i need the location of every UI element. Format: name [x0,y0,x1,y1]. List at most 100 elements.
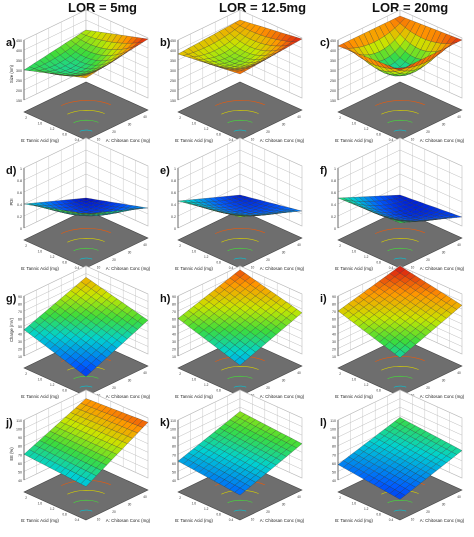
b-tick-label: 1.6 [38,377,43,381]
z-tick-label: 0.8 [331,179,336,183]
z-tick-label: 100 [16,428,22,432]
b-tick-label: 1.6 [38,501,43,505]
floor-contour [387,119,413,124]
z-tick-label: 0 [174,227,176,231]
z-tick-label: 350 [170,59,176,63]
a-axis-title: A: Chitosan Conc (mg) [106,394,151,399]
floor-contour [375,228,425,234]
z-tick-label: 50 [172,325,176,329]
b-tick-label: 0.4 [389,266,394,270]
floor-contour [387,375,413,380]
b-tick-label: 2 [179,496,181,500]
a-axis-title: A: Chitosan Conc (mg) [420,138,465,143]
b-tick-label: 0.4 [229,138,234,142]
a-tick-label: 20 [266,258,270,262]
b-tick-label: 0.8 [376,513,381,517]
z-tick-label: 40 [172,333,176,337]
z-tick-label: 60 [332,462,336,466]
floor-contour [233,129,247,132]
z-tick-label: 250 [16,79,22,83]
floor-contour [73,119,99,124]
b-tick-label: 2 [179,372,181,376]
surface-cell [234,356,246,366]
a-tick-label: 30 [282,378,286,382]
a-tick-label: 30 [128,122,132,126]
a-tick-label: 40 [457,495,461,499]
z-axis-title: Charge (mV) [9,317,14,342]
b-tick-label: 2 [339,496,341,500]
b-tick-label: 0.8 [62,389,67,393]
z-tick-label: 0.8 [171,179,176,183]
b-tick-label: 1.6 [192,377,197,381]
panel-label: f) [320,165,328,177]
b-tick-label: 1.6 [38,121,43,125]
z-tick-label: 80 [172,303,176,307]
z-tick-label: 300 [16,69,22,73]
z-tick-label: 20 [18,348,22,352]
floor-contour [381,109,419,115]
b-axis-title: B: Tannic Acid (mg) [335,138,373,143]
floor-contour [61,228,111,234]
z-tick-label: 70 [172,453,176,457]
b-tick-label: 1.6 [352,249,357,253]
a-tick-label: 10 [251,517,255,521]
a-tick-label: 20 [266,130,270,134]
a-tick-label: 10 [251,137,255,141]
floor-contour [227,119,253,124]
a-tick-label: 10 [411,137,415,141]
floor-contour [221,109,259,115]
floor-contour [393,385,407,388]
z-gridline [337,9,463,41]
a-tick-label: 20 [266,386,270,390]
a-tick-label: 30 [282,250,286,254]
z-gridline [337,149,463,181]
a-axis-title: A: Chitosan Conc (mg) [260,266,305,271]
z-gridline [337,161,463,193]
z-gridline [337,173,463,205]
b-tick-label: 1.2 [204,383,209,387]
a-axis-title: A: Chitosan Conc (mg) [420,394,465,399]
a-tick-label: 10 [251,265,255,269]
a-axis-title: A: Chitosan Conc (mg) [260,394,305,399]
panel-label: g) [6,293,17,305]
b-tick-label: 2 [25,244,27,248]
z-tick-label: 110 [330,419,336,423]
b-axis-title: B: Tannic Acid (mg) [175,266,213,271]
b-tick-label: 1.2 [50,383,55,387]
z-tick-label: 50 [18,325,22,329]
b-tick-label: 1.6 [192,249,197,253]
floor-contour [67,237,105,243]
a-tick-label: 40 [143,115,147,119]
z-tick-label: 70 [18,310,22,314]
z-tick-label: 350 [16,59,22,63]
a-tick-label: 30 [128,250,132,254]
a-tick-label: 20 [112,130,116,134]
b-tick-label: 0.4 [389,138,394,142]
b-tick-label: 1.2 [204,127,209,131]
b-tick-label: 0.8 [216,261,221,265]
z-tick-label: 60 [332,318,336,322]
z-gridline [177,9,303,41]
surface-cell [234,215,246,218]
z-gridline [23,389,149,421]
b-tick-label: 2 [179,116,181,120]
b-tick-label: 0.4 [389,518,394,522]
a-tick-label: 40 [143,243,147,247]
z-tick-label: 0.2 [17,215,22,219]
z-tick-label: 80 [332,303,336,307]
z-tick-label: 0.6 [331,191,336,195]
z-tick-label: 70 [18,453,22,457]
z-gridline [337,406,463,438]
b-tick-label: 0.4 [229,518,234,522]
b-axis-title: B: Tannic Acid (mg) [21,266,59,271]
z-tick-label: 10 [332,355,336,359]
z-gridline [177,398,303,429]
b-tick-label: 0.8 [216,133,221,137]
b-tick-label: 1.6 [352,121,357,125]
z-gridline [337,398,463,429]
floor-contour [393,257,407,260]
z-tick-label: 50 [332,325,336,329]
